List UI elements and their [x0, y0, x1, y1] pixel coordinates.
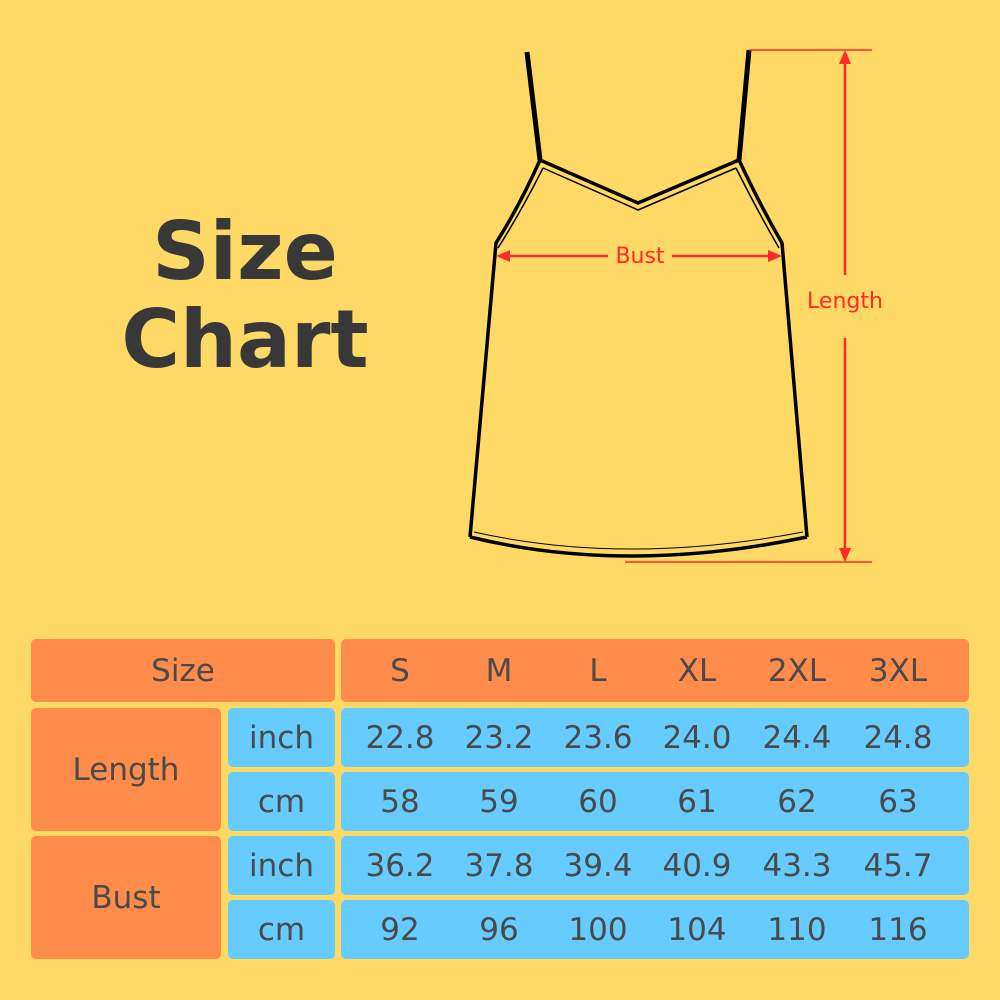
value-cell: 96	[479, 911, 519, 948]
value-cell: 36.2	[365, 847, 435, 884]
value-cell: 100	[568, 911, 628, 948]
value-cell: 24.8	[863, 719, 933, 756]
value-cell: 37.8	[464, 847, 534, 884]
value-cell: 39.4	[563, 847, 633, 884]
unit-label: inch	[228, 836, 335, 895]
value-cell: 61	[677, 783, 717, 820]
length-measure	[625, 49, 872, 563]
camisole-outline	[468, 49, 809, 558]
size-2xl: 2XL	[767, 652, 827, 689]
arrow-right-icon	[768, 250, 782, 262]
value-cell: 59	[479, 783, 519, 820]
value-cell: 63	[878, 783, 918, 820]
right-side	[737, 159, 809, 538]
value-cell: 24.0	[662, 719, 732, 756]
table-row-length-inch: 22.8 23.2 23.6 24.0 24.4 24.8	[341, 708, 969, 767]
neckline-trim	[542, 167, 737, 211]
left-side	[468, 159, 542, 538]
sizes-header-row: S M L XL 2XL 3XL	[341, 639, 969, 702]
value-cell: 23.2	[464, 719, 534, 756]
value-cell: 110	[767, 911, 827, 948]
value-cell: 24.4	[762, 719, 832, 756]
value-cell: 22.8	[365, 719, 435, 756]
value-cell: 45.7	[863, 847, 933, 884]
bust-label: Bust	[615, 244, 664, 269]
unit-label: cm	[228, 900, 335, 959]
right-strap	[736, 49, 752, 161]
unit-label: inch	[228, 708, 335, 767]
value-cell: 23.6	[563, 719, 633, 756]
value-cell: 40.9	[662, 847, 732, 884]
bust-measure	[496, 250, 782, 262]
title-line-1: Size	[152, 205, 338, 298]
table-row-bust-inch: 36.2 37.8 39.4 40.9 43.3 45.7	[341, 836, 969, 895]
size-l: L	[589, 652, 607, 689]
size-3xl: 3XL	[868, 652, 928, 689]
arrow-up-icon	[839, 50, 851, 64]
value-cell: 92	[380, 911, 420, 948]
value-cell: 104	[667, 911, 727, 948]
unit-label: cm	[228, 772, 335, 831]
camisole-diagram: Bust Length	[468, 49, 883, 563]
value-cell: 43.3	[762, 847, 832, 884]
bust-measure-label: Bust	[31, 836, 221, 959]
value-cell: 116	[868, 911, 928, 948]
value-cell: 60	[578, 783, 618, 820]
arrow-left-icon	[496, 250, 510, 262]
table-row-bust-cm: 92 96 100 104 110 116	[341, 900, 969, 959]
value-cell: 62	[777, 783, 817, 820]
length-measure-label: Length	[31, 708, 221, 831]
size-xl: XL	[677, 652, 717, 689]
size-s: S	[390, 652, 410, 689]
neckline	[539, 158, 740, 205]
size-header: Size	[31, 639, 335, 702]
length-label: Length	[807, 289, 883, 314]
hem	[469, 535, 808, 558]
arrow-down-icon	[839, 548, 851, 562]
table-row-length-cm: 58 59 60 61 62 63	[341, 772, 969, 831]
title-line-2: Chart	[121, 293, 369, 386]
value-cell: 58	[380, 783, 420, 820]
size-m: M	[485, 652, 513, 689]
left-strap	[524, 51, 543, 161]
